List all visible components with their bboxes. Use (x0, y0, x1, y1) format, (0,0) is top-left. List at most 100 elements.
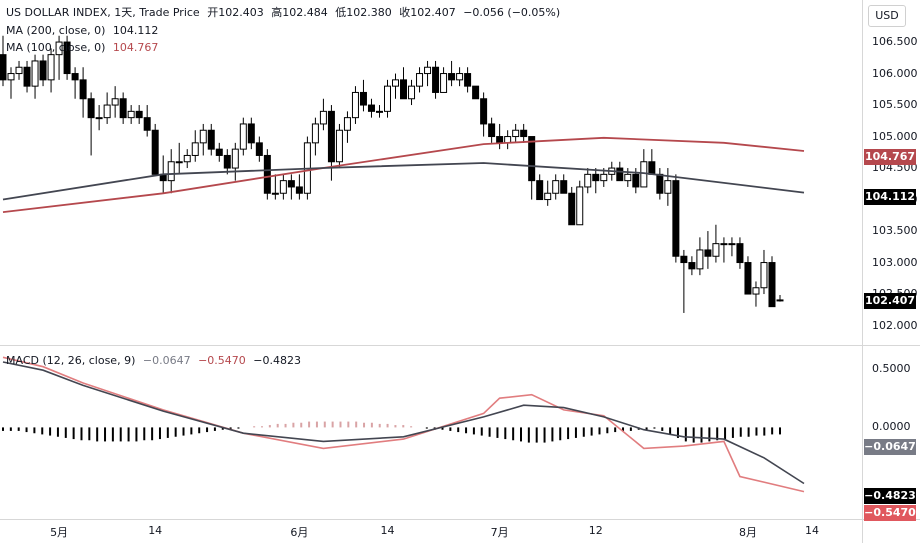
macd-line (2, 361, 805, 485)
candle-body (215, 148, 223, 156)
candle-body (143, 117, 151, 131)
candle-body (408, 85, 416, 100)
candle-body (760, 262, 768, 289)
price-tick-label: 103.000 (872, 255, 918, 269)
candle-body (271, 192, 279, 195)
last-price-badge: 102.407 (864, 293, 916, 309)
candle-body (720, 243, 728, 246)
price-axis-divider (862, 0, 863, 543)
candle-body (31, 60, 39, 87)
candle-body (327, 110, 335, 163)
candle-body (704, 249, 712, 257)
macd-signal-line (2, 356, 805, 493)
candle-body (183, 154, 191, 163)
candle-body (39, 60, 47, 81)
candle-body (87, 98, 95, 119)
candle-body (712, 243, 720, 257)
candle-body (568, 192, 576, 226)
time-tick-label: 5月 (50, 526, 69, 539)
currency-button[interactable]: USD (868, 5, 906, 27)
candle-body (383, 85, 391, 112)
ma200-label: MA (200, close, 0) (6, 24, 106, 37)
candle-body (536, 180, 544, 201)
candle-body (480, 98, 488, 125)
candle-body (392, 79, 400, 87)
ma100-value: 104.767 (112, 41, 159, 54)
macd-signal-value: −0.5470 (198, 354, 246, 367)
candle-body (664, 180, 672, 194)
candle-body (151, 129, 159, 175)
candle-body (23, 66, 31, 87)
candle-body (311, 123, 319, 144)
candle-body (119, 98, 127, 119)
candle-body (231, 148, 239, 169)
ma200-value: 104.112 (112, 24, 159, 37)
time-tick-label: 6月 (290, 526, 309, 539)
candle-body (199, 129, 207, 144)
high-value: 102.484 (282, 6, 328, 19)
candle-body (207, 129, 215, 150)
pane-divider[interactable] (0, 345, 920, 346)
candle-body (560, 180, 568, 194)
candle-body (488, 123, 496, 138)
candle-body (367, 104, 375, 112)
candle-body (520, 129, 528, 138)
candle-body (576, 186, 584, 226)
candle-body (111, 98, 119, 106)
candle-body (135, 110, 143, 119)
candle-body (287, 180, 295, 188)
candle-body (63, 41, 71, 75)
macd-label: MACD (12, 26, close, 9) (6, 354, 136, 367)
high-label: 高 (271, 6, 283, 19)
ma100-line (2, 136, 805, 213)
time-axis-divider (0, 519, 920, 520)
candle-body (95, 117, 103, 120)
candle-body (680, 255, 688, 264)
candle-body (512, 129, 520, 138)
candle-body (688, 262, 696, 270)
candle-body (15, 66, 23, 75)
candle-body (239, 123, 247, 150)
candle-body (223, 154, 231, 169)
candle-body (191, 142, 199, 156)
symbol-legend: US DOLLAR INDEX, 1天, Trade Price 开102.40… (6, 6, 564, 20)
price-tick-label: 105.500 (872, 98, 918, 112)
candle-body (464, 73, 472, 87)
candle-body (544, 192, 552, 201)
candle-body (263, 154, 271, 194)
low-value: 102.380 (346, 6, 392, 19)
macd-hist-badge: −0.0647 (864, 439, 916, 455)
macd-hist-value: −0.0647 (142, 354, 191, 367)
candle-body (127, 110, 135, 119)
price-tick-label: 102.000 (872, 318, 918, 332)
candle-body (343, 117, 351, 131)
ma100-price-badge: 104.767 (864, 149, 916, 165)
close-value: 102.407 (410, 6, 456, 19)
candle-body (47, 54, 55, 81)
candle-body (736, 243, 744, 264)
change-value: −0.056 (−0.05%) (463, 6, 561, 19)
close-label: 收 (399, 6, 411, 19)
candle-body (448, 73, 456, 81)
price-tick-label: 103.500 (872, 224, 918, 238)
candle-body (584, 173, 592, 188)
candle-body (359, 91, 367, 106)
candle-body (351, 91, 359, 119)
time-tick-label: 14 (805, 524, 820, 537)
candle-body (55, 41, 63, 56)
price-tick-label: 105.000 (872, 129, 918, 143)
candle-body (335, 129, 343, 163)
open-label: 开 (207, 6, 219, 19)
candle-body (552, 180, 560, 194)
candle-body (528, 136, 536, 182)
open-value: 102.403 (218, 6, 264, 19)
candle-body (279, 180, 287, 194)
time-tick-label: 14 (380, 524, 395, 537)
candle-body (71, 73, 79, 81)
symbol-label: US DOLLAR INDEX, 1天, Trade Price (6, 6, 200, 19)
macd-legend: MACD (12, 26, close, 9) −0.0647 −0.5470 … (6, 354, 305, 368)
ma200-price-badge: 104.112 (864, 189, 916, 205)
candle-body (672, 180, 680, 257)
candle-body (79, 79, 87, 100)
